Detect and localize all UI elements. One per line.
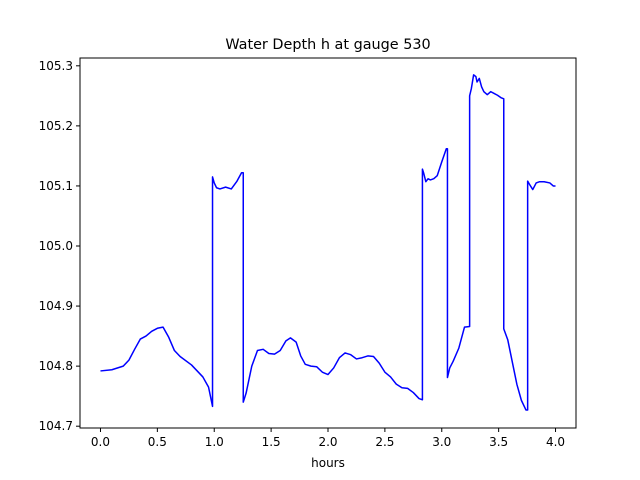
series-line-0 bbox=[100, 74, 556, 411]
chart-title: Water Depth h at gauge 530 bbox=[225, 37, 430, 53]
x-tick-label: 3.0 bbox=[432, 435, 451, 449]
series-layer bbox=[100, 74, 556, 411]
y-tick-label: 104.9 bbox=[39, 299, 73, 313]
x-tick-label: 3.5 bbox=[489, 435, 508, 449]
y-tick-label: 105.2 bbox=[39, 119, 73, 133]
y-tick-label: 104.7 bbox=[39, 419, 73, 433]
x-tick-label: 4.0 bbox=[546, 435, 565, 449]
y-tick-label: 105.0 bbox=[39, 239, 73, 253]
y-tick-label: 105.3 bbox=[39, 59, 73, 73]
x-tick-label: 1.0 bbox=[205, 435, 224, 449]
y-tick-label: 104.8 bbox=[39, 359, 73, 373]
x-tick-label: 1.5 bbox=[262, 435, 281, 449]
x-tick-label: 0.5 bbox=[148, 435, 167, 449]
y-tick-label: 105.1 bbox=[39, 179, 73, 193]
x-tick-label: 0.0 bbox=[91, 435, 110, 449]
x-tick-label: 2.5 bbox=[375, 435, 394, 449]
plot-area bbox=[79, 57, 577, 429]
y-axis-ticks: 104.7 104.8 104.9 105.0 105.1 105.2 105.3 bbox=[39, 59, 80, 433]
x-axis-ticks: 0.0 0.5 1.0 1.5 2.0 2.5 3.0 3.5 4.0 bbox=[91, 428, 565, 449]
x-tick-label: 2.0 bbox=[318, 435, 337, 449]
x-axis-label: hours bbox=[311, 456, 345, 470]
